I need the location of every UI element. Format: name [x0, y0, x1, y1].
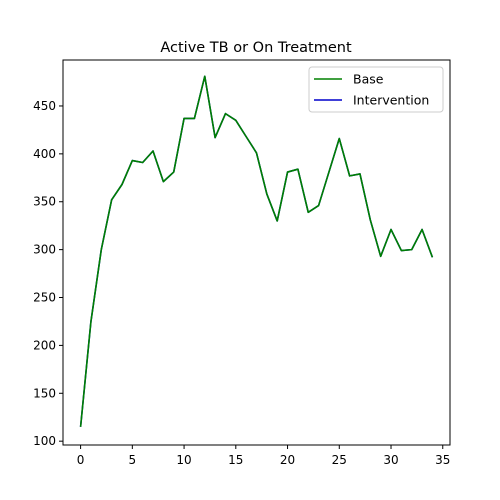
x-tick-label: 10	[176, 453, 191, 467]
y-tick-label: 350	[33, 195, 56, 209]
x-tick-label: 30	[383, 453, 398, 467]
plot-area: 0 5 10 15 20 25 30 35 100 150 200 250 300 350 400 450 Ba…	[33, 59, 451, 467]
y-tick-label: 450	[33, 99, 56, 113]
x-tick-label: 0	[77, 453, 85, 467]
chart-title: Active TB or On Treatment	[160, 40, 352, 56]
axes-frame	[62, 59, 451, 446]
x-tick-label: 35	[435, 453, 450, 467]
x-tick-label: 25	[332, 453, 347, 467]
x-tick-label: 5	[129, 453, 137, 467]
legend-box	[308, 66, 444, 113]
series-line-base	[79, 75, 434, 427]
y-tick-label: 150	[33, 386, 56, 400]
x-tick-label: 15	[228, 453, 243, 467]
y-tick-label: 300	[33, 243, 56, 257]
y-tick-label: 200	[33, 338, 56, 352]
x-tick-label: 20	[280, 453, 295, 467]
y-tick-label: 250	[33, 291, 56, 305]
y-tick-label: 100	[33, 434, 56, 448]
legend-label-intervention: Intervention	[353, 93, 429, 108]
legend-label-base: Base	[353, 72, 384, 87]
y-tick-label: 400	[33, 147, 56, 161]
